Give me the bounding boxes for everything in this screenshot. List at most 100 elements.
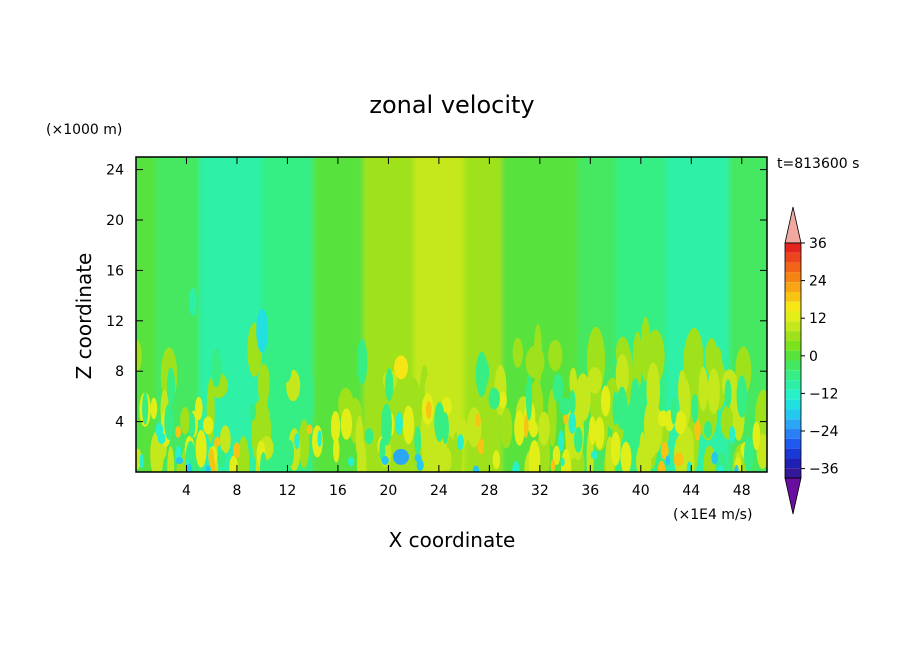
field-cell-165 bbox=[523, 415, 529, 438]
y-tick-label: 12 bbox=[106, 314, 124, 330]
field-cell-49 bbox=[547, 388, 557, 447]
x-tick-label: 28 bbox=[480, 483, 498, 499]
field-cell-200 bbox=[525, 374, 533, 421]
field-cell-42 bbox=[525, 345, 545, 379]
colorbar-tick-label: −36 bbox=[809, 462, 839, 478]
field-cell-195 bbox=[217, 450, 226, 468]
field-cell-251 bbox=[393, 448, 410, 465]
field-cell-224 bbox=[457, 434, 464, 451]
field-cell-230 bbox=[347, 456, 355, 467]
field-cell-138 bbox=[588, 416, 597, 446]
field-cell-249 bbox=[394, 355, 409, 380]
field-cell-144 bbox=[529, 420, 538, 438]
plot-frame bbox=[135, 156, 768, 473]
field-cell-240 bbox=[711, 451, 719, 465]
field-cell-250 bbox=[673, 452, 684, 467]
field-cell-232 bbox=[716, 465, 725, 472]
field-cell-117 bbox=[643, 400, 658, 450]
field-cell-218 bbox=[703, 421, 713, 439]
field-cell-134 bbox=[441, 397, 452, 416]
field-cell-244 bbox=[665, 455, 671, 466]
field-cell-191 bbox=[188, 412, 196, 439]
field-cell-241 bbox=[175, 456, 184, 464]
field-cell-142 bbox=[561, 448, 572, 472]
colorbar-max-triangle bbox=[784, 206, 802, 244]
field-cell-13 bbox=[548, 339, 563, 372]
y-unit-label: (×1000 m) bbox=[46, 122, 122, 138]
colorbar-unit-label: (×1E4 m/s) bbox=[673, 507, 752, 523]
field-cell-97 bbox=[219, 425, 231, 454]
x-tick-label: 4 bbox=[182, 483, 191, 499]
field-cell-193 bbox=[381, 403, 392, 446]
field-cell-202 bbox=[559, 397, 571, 416]
field-cell-245 bbox=[414, 453, 422, 462]
colorbar-swatch bbox=[785, 389, 801, 400]
field-cell-60 bbox=[237, 435, 250, 472]
colorbar-swatch bbox=[785, 380, 801, 390]
field-cell-146 bbox=[600, 385, 611, 417]
field-cell-175 bbox=[306, 424, 313, 435]
field-cell-170 bbox=[214, 436, 221, 447]
field-cell-189 bbox=[475, 351, 488, 398]
field-cell-233 bbox=[512, 461, 520, 472]
field-cell-104 bbox=[444, 448, 452, 472]
colorbar-swatch bbox=[785, 468, 801, 478]
time-label: t=813600 s bbox=[777, 156, 859, 172]
colorbar-swatch bbox=[785, 429, 801, 439]
field-cell-92 bbox=[587, 367, 603, 394]
field-cell-54 bbox=[512, 337, 523, 368]
field-cell-32 bbox=[298, 419, 310, 469]
field-cell-173 bbox=[657, 460, 666, 472]
field-cell-139 bbox=[620, 441, 632, 472]
field-cell-172 bbox=[175, 426, 182, 438]
field-cell-207 bbox=[724, 379, 732, 408]
field-cell-155 bbox=[150, 397, 158, 420]
field-cell-221 bbox=[568, 412, 577, 434]
colorbar-tick-label: 24 bbox=[809, 274, 827, 290]
chart-title: zonal velocity bbox=[369, 91, 534, 119]
colorbar-swatch bbox=[785, 340, 801, 351]
field-cell-180 bbox=[477, 438, 485, 455]
field-cell-184 bbox=[488, 387, 500, 410]
field-cell-215 bbox=[249, 403, 257, 421]
field-cell-210 bbox=[670, 397, 677, 425]
field-cell-168 bbox=[550, 459, 556, 472]
field-cell-77 bbox=[698, 366, 708, 412]
field-cell-166 bbox=[233, 442, 241, 459]
colorbar-swatch bbox=[785, 272, 801, 283]
field-cell-227 bbox=[139, 453, 144, 469]
field-cell-58 bbox=[640, 316, 651, 382]
field-cell-137 bbox=[195, 429, 207, 468]
colorbar: 36 24 12 0 −12 −24 −36 bbox=[784, 206, 839, 515]
field-cell-177 bbox=[208, 448, 215, 468]
colorbar-swatch bbox=[785, 291, 801, 302]
field-cell-248 bbox=[188, 287, 197, 316]
field-cell-199 bbox=[379, 438, 386, 462]
field-cell-243 bbox=[734, 464, 739, 472]
x-tick-label: 44 bbox=[682, 483, 700, 499]
field-cell-220 bbox=[560, 457, 565, 467]
colorbar-swatch bbox=[785, 252, 801, 263]
field-cell-247 bbox=[256, 308, 269, 353]
field-cell-204 bbox=[259, 452, 267, 472]
field-cell-145 bbox=[674, 410, 687, 435]
x-tick-label: 12 bbox=[279, 483, 297, 499]
colorbar-frame bbox=[784, 242, 802, 479]
field-cell-183 bbox=[280, 343, 293, 383]
field-cell-21 bbox=[180, 407, 190, 435]
field-cell-209 bbox=[630, 378, 641, 421]
field-cell-123 bbox=[575, 379, 585, 409]
field-cell-120 bbox=[678, 369, 687, 411]
field-cell-225 bbox=[590, 450, 599, 459]
x-tick-label: 8 bbox=[232, 483, 241, 499]
y-tick-label: 24 bbox=[106, 163, 124, 179]
field-cell-192 bbox=[365, 428, 374, 445]
field-cell-141 bbox=[594, 416, 605, 450]
x-tick-label: 32 bbox=[531, 483, 549, 499]
colorbar-swatch bbox=[785, 399, 801, 410]
colorbar-swatch bbox=[785, 301, 801, 312]
field-cell-131 bbox=[194, 396, 203, 421]
colorbar-swatch bbox=[785, 350, 801, 361]
colorbar-swatch bbox=[785, 360, 801, 371]
